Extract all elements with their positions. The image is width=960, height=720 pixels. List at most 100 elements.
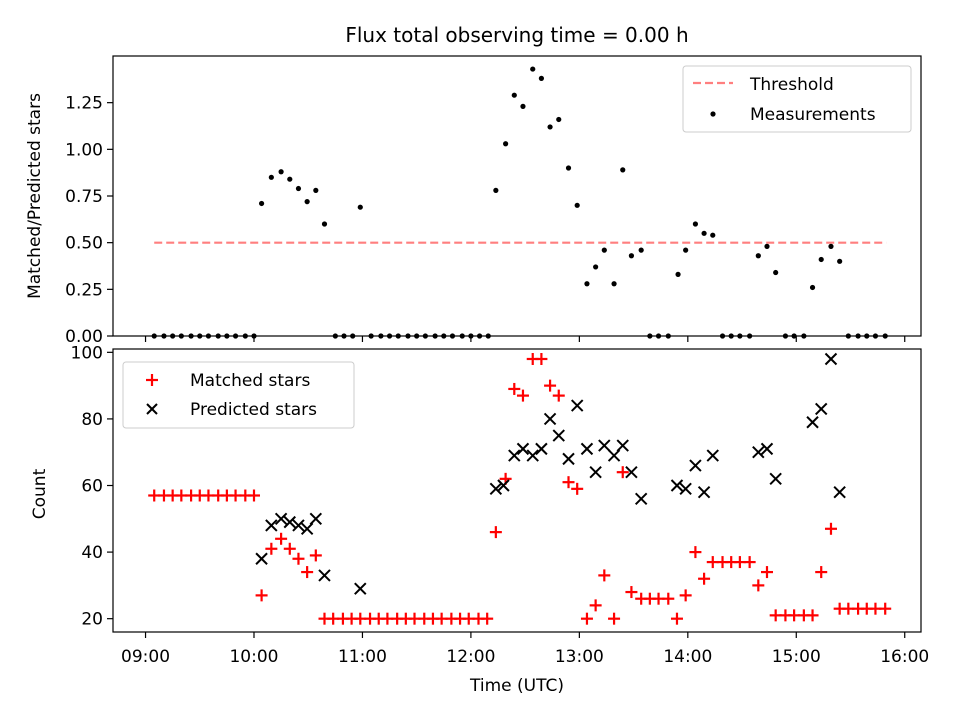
top-y-axis: 0.00 0.25 0.50 0.75 1.00 1.25 <box>65 94 113 347</box>
predicted-star-point <box>815 402 828 416</box>
measurement-point <box>692 221 699 227</box>
measurement-point <box>295 185 302 192</box>
measurement-point <box>601 247 607 253</box>
predicted-star-point <box>543 412 557 426</box>
threshold-legend-label: Threshold <box>749 75 834 95</box>
predicted-star-point <box>689 459 702 472</box>
measurement-point <box>818 256 824 263</box>
predicted-star-point <box>706 449 719 462</box>
measurement-point <box>620 167 626 173</box>
measurement-point <box>611 281 617 287</box>
measurement-point <box>809 284 816 291</box>
predicted-star-point <box>670 479 684 492</box>
measurement-point <box>764 243 770 249</box>
measurement-point <box>574 202 580 208</box>
predicted-star-point <box>824 352 838 366</box>
measurement-point <box>547 124 553 130</box>
x-tick-label: 11:00 <box>338 647 387 667</box>
bottom-plot-area <box>148 352 892 625</box>
measurement-point <box>530 66 536 72</box>
predicted-star-point <box>552 429 565 442</box>
bottom-axes-frame <box>112 348 922 633</box>
predicted-star-point <box>300 522 314 535</box>
measurement-point <box>556 116 562 123</box>
matched-star-point <box>255 589 268 602</box>
predicted-star-point <box>255 552 268 565</box>
measurement-point <box>584 281 590 287</box>
predicted-star-point <box>679 482 692 496</box>
y-tick-label: 1.25 <box>65 94 103 114</box>
predicted-legend-label: Predicted stars <box>190 400 317 420</box>
top-legend: Threshold Measurements <box>682 65 912 133</box>
measurement-point <box>828 243 834 249</box>
matched-star-point <box>571 482 584 495</box>
matched-star-point <box>670 612 683 625</box>
predicted-star-point <box>697 485 711 499</box>
x-tick-label: 09:00 <box>121 647 170 667</box>
predicted-star-point <box>535 442 548 456</box>
top-x-ticks <box>144 336 906 342</box>
matched-star-point <box>589 599 602 612</box>
measurement-point <box>258 200 265 207</box>
y-tick-label: 0.75 <box>65 187 103 207</box>
measurement-point <box>628 253 635 259</box>
bottom-x-axis: 09:00 10:00 11:00 12:00 13:00 14:00 15:00 16:00 <box>121 632 929 667</box>
top-legend-box <box>682 65 912 133</box>
predicted-star-point <box>769 472 782 486</box>
matched-star-point <box>743 556 756 569</box>
measurement-point <box>701 230 707 236</box>
x-tick-label: 10:00 <box>229 647 278 667</box>
predicted-star-point <box>752 446 765 459</box>
predicted-star-point <box>616 439 629 452</box>
measurement-point <box>493 187 499 193</box>
predicted-star-point <box>634 492 648 506</box>
measurement-point <box>755 253 761 259</box>
matched-star-point <box>535 352 548 365</box>
measurement-point <box>565 165 572 171</box>
predicted-star-point <box>833 485 846 499</box>
matched-star-point <box>760 566 773 579</box>
matched-star-point <box>598 569 611 582</box>
top-y-axis-label: Matched/Predicted stars <box>25 93 45 299</box>
matched-star-point <box>662 592 675 605</box>
predicted-star-point <box>265 519 278 532</box>
y-tick-label: 0.50 <box>65 234 103 254</box>
predicted-star-point <box>806 416 819 429</box>
predicted-star-point <box>562 452 575 466</box>
matched-legend-label: Matched stars <box>190 371 310 391</box>
matched-star-point <box>265 542 278 555</box>
y-tick-label: 1.00 <box>65 140 103 160</box>
predicted-star-point <box>760 442 774 456</box>
measurements-legend-swatch <box>710 111 716 117</box>
measurement-point <box>683 247 689 253</box>
measurement-point <box>837 258 843 264</box>
matched-star-point <box>516 389 529 402</box>
measurement-point <box>503 141 509 147</box>
measurement-point <box>511 92 517 98</box>
predicted-star-point <box>598 439 611 452</box>
predicted-star-point <box>570 399 584 412</box>
x-axis-label: Time (UTC) <box>469 676 564 696</box>
x-tick-label: 13:00 <box>555 647 604 667</box>
matched-star-point <box>489 526 502 539</box>
y-tick-label: 60 <box>81 477 103 497</box>
y-tick-label: 0.25 <box>65 280 103 300</box>
x-tick-label: 15:00 <box>772 647 821 667</box>
matched-star-point <box>689 546 702 559</box>
measurement-point <box>593 264 599 270</box>
matched-star-point <box>698 572 711 585</box>
predicted-star-point <box>508 449 521 462</box>
measurement-point <box>520 103 526 109</box>
matched-star-point <box>625 586 638 599</box>
predicted-star-point <box>625 465 638 479</box>
matched-star-point <box>481 612 494 625</box>
measurement-point <box>304 199 310 205</box>
measurements-legend-label: Measurements <box>750 105 876 125</box>
x-tick-label: 16:00 <box>880 647 929 667</box>
y-tick-label: 0.00 <box>65 327 103 347</box>
matched-star-point <box>824 522 837 535</box>
matched-star-point <box>815 566 828 579</box>
y-tick-label: 20 <box>81 610 103 630</box>
matched-star-point <box>616 466 629 479</box>
matched-star-point <box>283 542 296 555</box>
